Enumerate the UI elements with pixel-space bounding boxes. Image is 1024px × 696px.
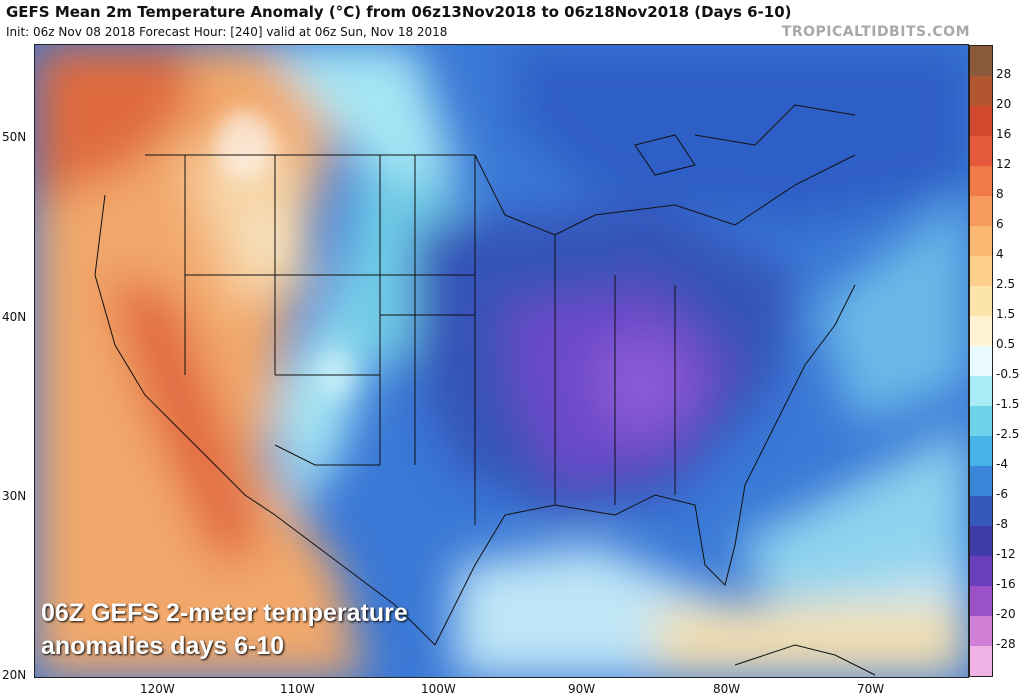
colorbar-label: 6 — [996, 217, 1004, 231]
caption-line-2: anomalies days 6-10 — [41, 632, 285, 660]
colorbar — [969, 45, 993, 677]
anomaly-field — [35, 45, 968, 677]
colorbar-segment — [970, 556, 992, 586]
lat-label-20: 20N — [2, 668, 27, 682]
colorbar-segment — [970, 286, 992, 316]
lon-label-120: 120W — [140, 682, 175, 696]
colorbar-segment — [970, 616, 992, 646]
colorbar-segment — [970, 106, 992, 136]
map-caption: 06Z GEFS 2-meter temperature anomalies d… — [41, 597, 408, 663]
colorbar-label: -20 — [996, 607, 1016, 621]
colorbar-label: 8 — [996, 187, 1004, 201]
colorbar-segment — [970, 376, 992, 406]
colorbar-segment — [970, 166, 992, 196]
colorbar-label: -6 — [996, 487, 1008, 501]
colorbar-segment — [970, 316, 992, 346]
colorbar-segment — [970, 646, 992, 676]
colorbar-segment — [970, 526, 992, 556]
colorbar-label: -28 — [996, 637, 1016, 651]
site-brand: TROPICALTIDBITS.COM — [781, 24, 970, 40]
colorbar-segment — [970, 46, 992, 76]
colorbar-segment — [970, 436, 992, 466]
lat-label-50: 50N — [2, 130, 27, 144]
colorbar-label: -16 — [996, 577, 1016, 591]
colorbar-segment — [970, 196, 992, 226]
colorbar-segment — [970, 76, 992, 106]
colorbar-label: -8 — [996, 517, 1008, 531]
colorbar-label: 16 — [996, 127, 1012, 141]
lon-label-100: 100W — [421, 682, 456, 696]
colorbar-label: -2.5 — [996, 427, 1020, 441]
map-title: GEFS Mean 2m Temperature Anomaly (°C) fr… — [6, 3, 792, 21]
colorbar-segment — [970, 256, 992, 286]
colorbar-label: -12 — [996, 547, 1016, 561]
colorbar-segment — [970, 226, 992, 256]
colorbar-label: 20 — [996, 97, 1012, 111]
colorbar-label: -0.5 — [996, 367, 1020, 381]
colorbar-label: 1.5 — [996, 307, 1016, 321]
anomaly-map: 06Z GEFS 2-meter temperature anomalies d… — [34, 44, 969, 678]
colorbar-label: 2.5 — [996, 277, 1016, 291]
colorbar-label: -1.5 — [996, 397, 1020, 411]
map-subtitle: Init: 06z Nov 08 2018 Forecast Hour: [24… — [6, 25, 448, 39]
lat-label-30: 30N — [2, 489, 27, 503]
lon-label-80: 80W — [713, 682, 741, 696]
colorbar-segment — [970, 586, 992, 616]
colorbar-segment — [970, 466, 992, 496]
colorbar-segment — [970, 406, 992, 436]
colorbar-label: 12 — [996, 157, 1012, 171]
colorbar-segment — [970, 346, 992, 376]
colorbar-label: -4 — [996, 457, 1008, 471]
geographic-outlines — [94, 104, 876, 676]
lat-label-40: 40N — [2, 310, 27, 324]
colorbar-label: 28 — [996, 67, 1012, 81]
caption-line-1: 06Z GEFS 2-meter temperature — [41, 599, 408, 627]
map-canvas — [35, 45, 968, 677]
lon-label-90: 90W — [568, 682, 596, 696]
colorbar-label: 4 — [996, 247, 1004, 261]
colorbar-label: 0.5 — [996, 337, 1016, 351]
lon-label-70: 70W — [857, 682, 885, 696]
lon-label-110: 110W — [280, 682, 315, 696]
colorbar-segment — [970, 136, 992, 166]
colorbar-segment — [970, 496, 992, 526]
